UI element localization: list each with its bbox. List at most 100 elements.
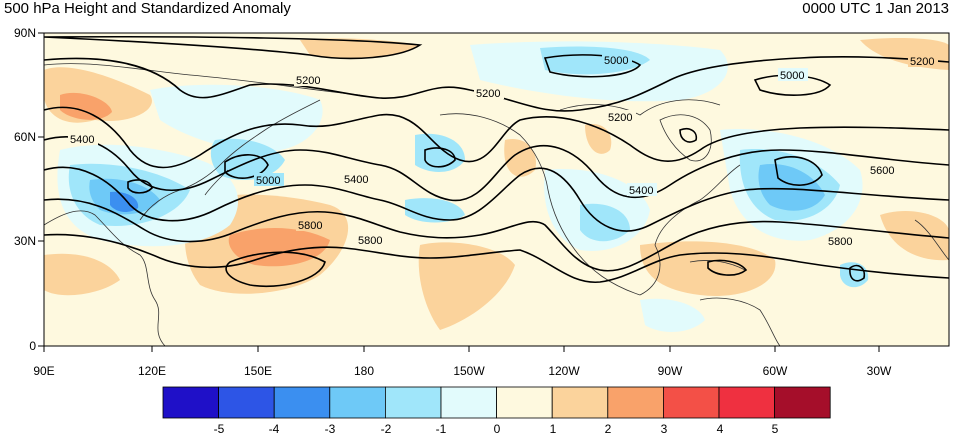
colorbar-swatch <box>607 386 664 419</box>
colorbar-label: 4 <box>717 422 724 436</box>
contour-label-bg <box>474 86 504 99</box>
contour-line <box>679 127 698 143</box>
contour-label: 5400 <box>629 185 653 197</box>
lon-label: 180 <box>354 364 374 378</box>
anomaly-negative <box>640 298 705 332</box>
contour-label-bg <box>908 54 938 67</box>
colorbar-swatches <box>162 386 831 419</box>
contour-line <box>44 166 949 232</box>
colorbar-swatch <box>663 386 720 419</box>
lat-label: 30N <box>14 234 36 248</box>
lon-label: 60W <box>763 364 788 378</box>
colorbar-label: 3 <box>661 422 668 436</box>
anomaly-positive <box>300 38 420 59</box>
coastline-asia <box>139 99 321 221</box>
contour-label-bg <box>627 183 657 196</box>
coastline-northamerica <box>439 113 641 296</box>
colorbar-swatch <box>774 386 831 419</box>
contour-label-bg <box>826 234 856 247</box>
lon-label: 90E <box>33 364 54 378</box>
colorbar-label: 0 <box>494 422 501 436</box>
contour-line <box>44 35 423 60</box>
map-frame <box>43 32 950 347</box>
anomaly-positive <box>44 253 120 296</box>
anomaly-negative <box>758 164 825 211</box>
lon-label: 30W <box>867 364 892 378</box>
contour-line <box>44 233 949 283</box>
contour-label: 5200 <box>476 88 500 100</box>
contour-label: 5800 <box>358 235 382 247</box>
colorbar-label: 5 <box>772 422 779 436</box>
colorbar-label: -2 <box>381 422 392 436</box>
contour-label: 5200 <box>608 112 632 124</box>
contour-label-bg <box>778 68 808 81</box>
map-title: 500 hPa Height and Standardized Anomaly <box>4 0 291 17</box>
lon-label: 120W <box>548 364 580 378</box>
height-contours <box>44 35 949 288</box>
longitude-axis: 90E 120E 150E 180 150W 120W 90W 60W 30W <box>33 346 892 378</box>
contour-label-bg <box>254 173 284 186</box>
colorbar-swatch <box>329 386 386 419</box>
contour-label-bg <box>606 110 636 123</box>
colorbar-swatch <box>273 386 331 419</box>
anomaly-negative <box>580 203 630 242</box>
colorbar-swatch <box>218 386 275 419</box>
lat-label: 60N <box>14 130 36 144</box>
colorbar-labels: -5 -4 -3 -2 -1 0 1 2 3 4 5 <box>214 422 779 436</box>
lat-label: 0 <box>29 339 36 353</box>
colorbar-label: -1 <box>436 422 447 436</box>
map-plot-area: 5000 5000 5000 5200 5200 5200 5200 5400 … <box>44 33 949 346</box>
anomaly-positive <box>418 242 515 330</box>
contour-line <box>44 106 949 169</box>
contour-label: 5800 <box>298 220 322 232</box>
lon-label: 150E <box>244 364 272 378</box>
contour-label: 5600 <box>870 165 894 177</box>
latitude-axis: 90N 60N 30N 0 <box>14 26 44 353</box>
anomaly-negative <box>405 198 465 223</box>
colorbar-swatch <box>718 386 775 419</box>
contour-line <box>849 264 866 282</box>
coastline-caribbean <box>689 260 746 271</box>
anomaly-positive <box>880 210 949 261</box>
contour-labels: 5000 5000 5000 5200 5200 5200 5200 5400 … <box>68 53 938 248</box>
coastline-arctic-islands <box>559 99 721 116</box>
colorbar-label: -4 <box>269 422 280 436</box>
contour-label-bg <box>602 53 632 66</box>
contour-label: 5400 <box>344 174 368 186</box>
contour-line <box>44 198 949 272</box>
coastline-africa <box>914 219 949 261</box>
colorbar-swatch <box>162 386 219 419</box>
contour-line <box>224 154 269 179</box>
colorbar-swatch <box>496 386 553 419</box>
lat-label: 90N <box>14 26 36 40</box>
valid-time-label: 0000 UTC 1 Jan 2013 <box>802 0 949 17</box>
contour-label: 5000 <box>256 175 280 187</box>
anomaly-positive <box>60 92 112 120</box>
contour-label: 5800 <box>828 236 852 248</box>
contour-label-bg <box>868 163 898 176</box>
coastline-asia <box>44 210 166 346</box>
contour-line <box>707 259 748 276</box>
contour-label-bg <box>294 73 324 86</box>
colorbar-label: -5 <box>214 422 225 436</box>
contour-label-bg <box>296 218 326 231</box>
contour-label: 5000 <box>604 55 628 67</box>
contour-line <box>44 136 949 202</box>
contour-line <box>225 251 326 288</box>
contour-label: 5200 <box>296 75 320 87</box>
contour-line <box>424 147 456 168</box>
lon-label: 120E <box>138 364 166 378</box>
coastline-greenland <box>659 114 712 162</box>
contour-line <box>774 156 823 186</box>
lon-label: 150W <box>453 364 485 378</box>
contour-line <box>543 54 642 78</box>
contour-label-bg <box>356 233 386 246</box>
contour-label: 5000 <box>780 70 804 82</box>
contour-label: 5200 <box>910 56 934 68</box>
contour-label-bg <box>342 172 372 185</box>
colorbar-label: -3 <box>325 422 336 436</box>
coastline-arctic <box>44 63 361 96</box>
coastlines <box>44 63 949 346</box>
colorbar-label: 2 <box>605 422 612 436</box>
